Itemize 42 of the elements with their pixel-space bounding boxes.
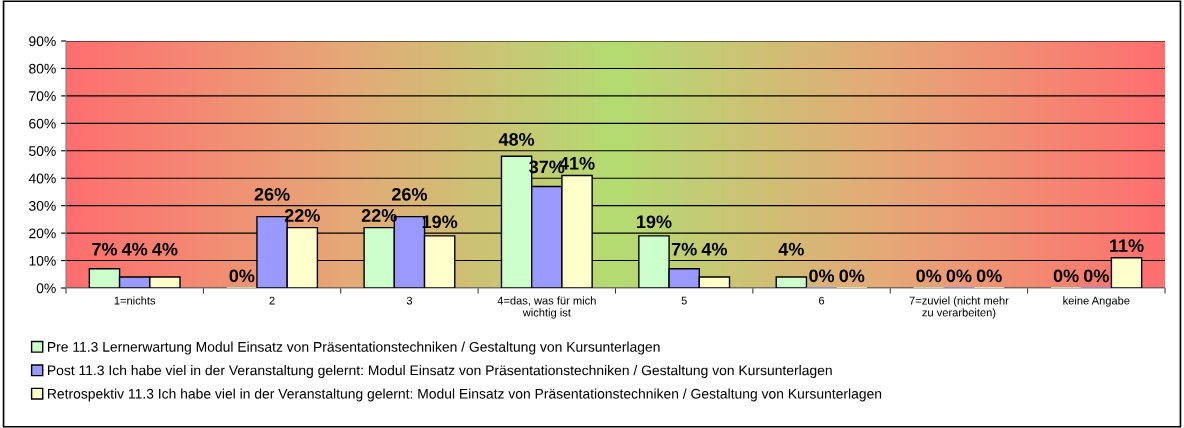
y-tick-label: 70% — [29, 91, 56, 102]
data-label: 0% — [946, 269, 972, 283]
y-tick-label: 40% — [28, 173, 56, 184]
data-label: 0% — [839, 269, 865, 283]
data-label: 7% — [92, 242, 118, 256]
data-label: 22% — [361, 209, 397, 222]
x-tick-label: 7=zuviel (nicht mehr zu verarbeiten) — [909, 296, 1009, 319]
y-tick-label: 50% — [29, 146, 56, 156]
x-tick-label: 4=das, was für mich wichtig ist — [497, 296, 596, 319]
data-label: 7% — [671, 242, 697, 256]
y-tick-label: 80% — [29, 63, 56, 74]
data-label: 0% — [976, 269, 1002, 283]
data-label: 4% — [152, 242, 178, 256]
x-tick-label: 6 — [819, 296, 825, 305]
data-label: 0% — [1083, 269, 1109, 283]
y-tick-label: 60% — [29, 118, 56, 129]
data-label: 11% — [1110, 239, 1144, 253]
x-tick-label: 5 — [681, 296, 687, 305]
data-label: 0% — [1053, 269, 1079, 283]
data-label: 4% — [778, 242, 804, 256]
x-tick-label: 1=nichts — [114, 296, 156, 305]
data-label: 4% — [701, 242, 727, 256]
data-label: 22% — [284, 209, 320, 222]
data-label: 26% — [254, 187, 290, 201]
y-tick-label: 30% — [29, 201, 56, 211]
x-tick-label: 2 — [269, 296, 275, 305]
data-label: 48% — [498, 133, 535, 146]
x-tick-label: 3 — [406, 296, 413, 305]
y-tick-label: 90% — [29, 36, 56, 47]
data-label: 19% — [637, 215, 672, 229]
data-label: 0% — [916, 269, 942, 283]
data-label: 4% — [121, 242, 148, 256]
y-tick-label: 10% — [29, 255, 56, 266]
legend-label: Post 11.3 Ich habe viel in der Veranstaltung gelernt: Modul Einsatz von Präsentationstechniken / Gestaltung von Kursunterlagen — [48, 365, 832, 378]
data-label: 0% — [809, 269, 835, 283]
legend-label: Pre 11.3 Lernerwartung Modul Einsatz von Präsentationstechniken / Gestaltung von Kursunterlagen — [48, 341, 660, 355]
data-label: 26% — [392, 187, 428, 201]
x-tick-label: keine Angabe — [1063, 296, 1130, 307]
y-tick-label: 0% — [36, 283, 56, 294]
legend-label: Retrospektiv 11.3 Ich habe viel in der Veranstaltung gelernt: Modul Einsatz von Präsentationstechniken / Gestaltung von Kursunterlagen — [48, 388, 882, 402]
data-label: 0% — [229, 269, 255, 283]
y-tick-label: 20% — [29, 228, 56, 239]
